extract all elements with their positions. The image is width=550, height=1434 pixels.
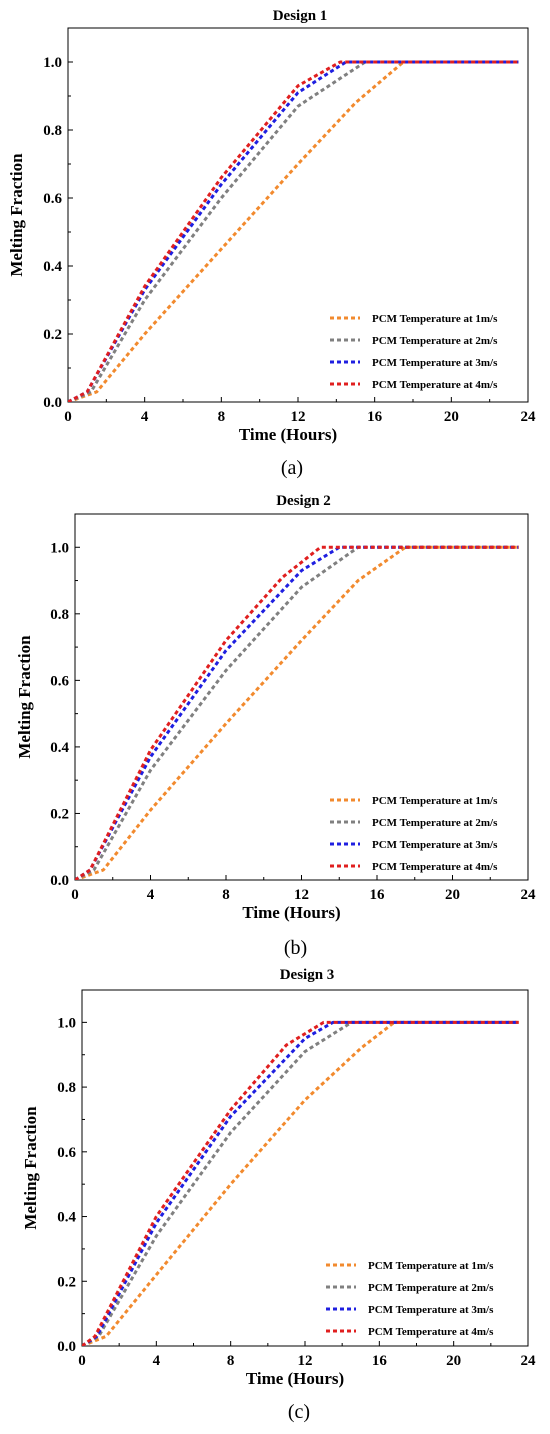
- chart-title: Design 3: [280, 967, 335, 983]
- x-tick-label: 4: [153, 1353, 161, 1369]
- y-axis-label: Melting Fraction: [21, 1106, 40, 1230]
- y-tick-label: 0.8: [50, 607, 69, 623]
- y-tick-label: 1.0: [43, 55, 62, 71]
- y-tick-label: 0.4: [57, 1210, 76, 1226]
- x-tick-label: 24: [521, 887, 537, 903]
- legend-label: PCM Temperature at 1m/s: [372, 313, 498, 325]
- series-line: [82, 1020, 519, 1346]
- x-tick-label: 0: [71, 887, 79, 903]
- legend-label: PCM Temperature at 1m/s: [372, 795, 498, 807]
- chart-title: Design 1: [273, 8, 328, 24]
- chart-panel: Design 2 0 4 8 12 16 20 24 0.0 0.2 0.4 0.6 0.8 1.0 Tim…: [15, 493, 536, 959]
- legend-label: PCM Temperature at 3m/s: [368, 1304, 494, 1316]
- series-line: [68, 60, 519, 402]
- x-tick-label: 8: [218, 409, 226, 425]
- series-group: [68, 60, 519, 402]
- legend-label: PCM Temperature at 2m/s: [372, 335, 498, 347]
- legend-label: PCM Temperature at 3m/s: [372, 357, 498, 369]
- x-tick-label: 0: [64, 409, 72, 425]
- x-tick-label: 20: [444, 409, 459, 425]
- x-tick-label: 20: [446, 1353, 461, 1369]
- x-tick-label: 12: [294, 887, 309, 903]
- y-tick-label: 1.0: [57, 1015, 76, 1031]
- legend-label: PCM Temperature at 2m/s: [372, 817, 498, 829]
- legend-label: PCM Temperature at 2m/s: [368, 1282, 494, 1294]
- legend-label: PCM Temperature at 4m/s: [368, 1326, 494, 1338]
- legend-label: PCM Temperature at 4m/s: [372, 861, 498, 873]
- series-line: [75, 545, 519, 880]
- y-tick-label: 0.0: [57, 1339, 76, 1355]
- y-tick-label: 0.6: [50, 673, 69, 689]
- x-tick-label: 24: [521, 1353, 537, 1369]
- series-line: [68, 60, 519, 402]
- y-tick-label: 0.2: [43, 327, 62, 343]
- chart-panel: Design 1 0 4 8 12 16 20 24 0.0 0.2 0.4 0.6 0.8 1.0 Tim…: [7, 8, 536, 479]
- y-axis-label: Melting Fraction: [7, 153, 26, 277]
- x-tick-label: 8: [227, 1353, 235, 1369]
- x-axis-label: Time (Hours): [242, 903, 340, 922]
- x-tick-label: 20: [445, 887, 460, 903]
- series-line: [82, 1020, 519, 1346]
- y-tick-label: 0.4: [50, 740, 69, 756]
- x-tick-label: 16: [370, 887, 386, 903]
- panel-caption: (a): [281, 457, 303, 479]
- series-line: [75, 545, 519, 880]
- x-tick-label: 4: [141, 409, 149, 425]
- x-tick-label: 8: [222, 887, 230, 903]
- series-line: [82, 1020, 519, 1346]
- series-group: [82, 1020, 519, 1346]
- x-axis-label: Time (Hours): [239, 425, 337, 444]
- panel-caption: (b): [284, 937, 307, 959]
- series-line: [75, 545, 519, 880]
- x-tick-label: 12: [298, 1353, 313, 1369]
- x-tick-label: 0: [78, 1353, 86, 1369]
- chart-panel: Design 3 0 4 8 12 16 20 24 0.0 0.2 0.4 0.6 0.8 1.0 Tim…: [21, 967, 536, 1423]
- series-line: [68, 60, 519, 402]
- x-tick-label: 24: [521, 409, 537, 425]
- y-tick-label: 0.8: [57, 1080, 76, 1096]
- chart-title: Design 2: [276, 493, 331, 509]
- x-tick-label: 12: [291, 409, 306, 425]
- x-tick-label: 16: [367, 409, 383, 425]
- y-axis-label: Melting Fraction: [15, 635, 34, 759]
- y-tick-label: 0.2: [50, 806, 69, 822]
- series-group: [75, 545, 519, 880]
- y-tick-label: 0.0: [43, 395, 62, 411]
- y-tick-label: 1.0: [50, 540, 69, 556]
- y-tick-label: 0.0: [50, 873, 69, 889]
- y-tick-label: 0.8: [43, 123, 62, 139]
- y-tick-label: 0.2: [57, 1274, 76, 1290]
- legend-label: PCM Temperature at 1m/s: [368, 1260, 494, 1272]
- legend-label: PCM Temperature at 4m/s: [372, 379, 498, 391]
- panel-caption: (c): [288, 1401, 310, 1423]
- x-tick-label: 4: [147, 887, 155, 903]
- y-tick-label: 0.6: [43, 191, 62, 207]
- series-line: [82, 1020, 519, 1346]
- y-tick-label: 0.4: [43, 259, 62, 275]
- legend-label: PCM Temperature at 3m/s: [372, 839, 498, 851]
- x-tick-label: 16: [372, 1353, 388, 1369]
- series-line: [75, 545, 519, 880]
- x-axis-label: Time (Hours): [246, 1369, 344, 1388]
- y-tick-label: 0.6: [57, 1145, 76, 1161]
- series-line: [68, 60, 519, 402]
